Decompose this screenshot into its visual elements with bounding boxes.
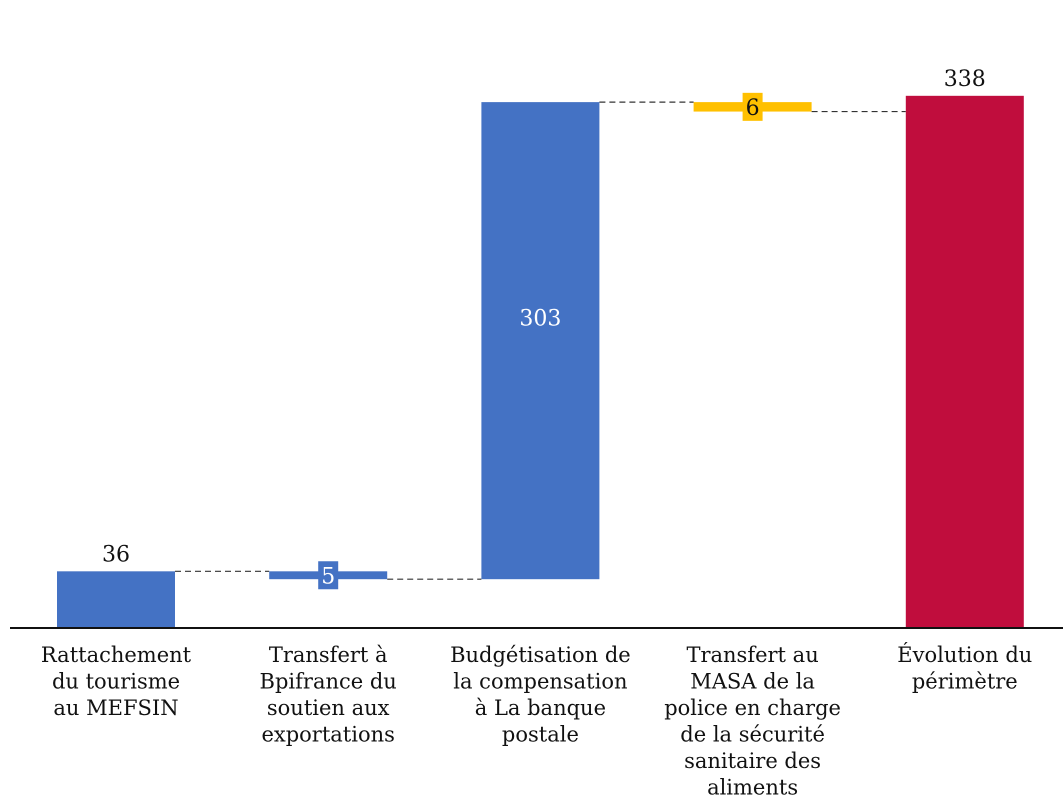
- category-label-5-line-2: périmètre: [912, 670, 1018, 694]
- category-label-5: Évolution du périmètre: [897, 643, 1032, 694]
- category-label-3-line-4: postale: [502, 723, 579, 747]
- category-label-5-line-1: Évolution du: [897, 643, 1032, 667]
- value-label-3: 303: [519, 307, 561, 332]
- category-label-1-line-1: Rattachement: [41, 643, 192, 667]
- category-label-1-line-2: du tourisme: [52, 670, 180, 694]
- category-label-3-line-1: Budgétisation de: [450, 643, 631, 667]
- value-label-4: 6: [746, 96, 760, 121]
- category-labels-group: Rattachement du tourisme au MEFSIN Transfer…: [41, 643, 1032, 800]
- value-label-box-2: [318, 561, 339, 590]
- category-label-1: Rattachement du tourisme au MEFSIN: [41, 643, 192, 720]
- bar-5: [905, 95, 1024, 629]
- category-label-4-line-5: sanitaire des: [684, 749, 821, 773]
- category-label-2-line-1: Transfert à: [269, 643, 388, 667]
- category-label-4: Transfert au MASA de la police en charge de…: [664, 643, 841, 800]
- category-label-2-line-4: exportations: [261, 723, 394, 747]
- category-label-3-line-3: à La banque: [475, 696, 606, 720]
- category-label-4-line-4: de la sécurité: [680, 723, 825, 747]
- category-label-4-line-3: police en charge: [664, 696, 841, 720]
- value-label-box-4: [742, 92, 763, 121]
- bars-group: [57, 95, 1024, 629]
- connector-lines: [175, 101, 906, 580]
- category-label-2: Transfert à Bpifrance du soutien aux export…: [260, 643, 397, 747]
- value-label-1: 36: [102, 542, 130, 567]
- category-label-4-line-2: MASA de la: [690, 670, 815, 694]
- value-label-5: 338: [944, 67, 986, 92]
- value-label-2: 5: [321, 564, 335, 589]
- category-label-4-line-6: aliments: [707, 776, 798, 800]
- category-label-1-line-3: au MEFSIN: [53, 696, 178, 720]
- value-labels-group: 36 5 303 6 338: [102, 67, 986, 590]
- category-label-2-line-2: Bpifrance du: [260, 670, 397, 694]
- category-label-3: Budgétisation de la compensation à La banq…: [450, 643, 631, 747]
- category-label-3-line-2: la compensation: [453, 670, 627, 694]
- bar-3: [481, 102, 600, 580]
- bar-1: [57, 571, 175, 628]
- category-label-2-line-3: soutien aux: [267, 696, 390, 720]
- category-label-4-line-1: Transfert au: [686, 643, 818, 667]
